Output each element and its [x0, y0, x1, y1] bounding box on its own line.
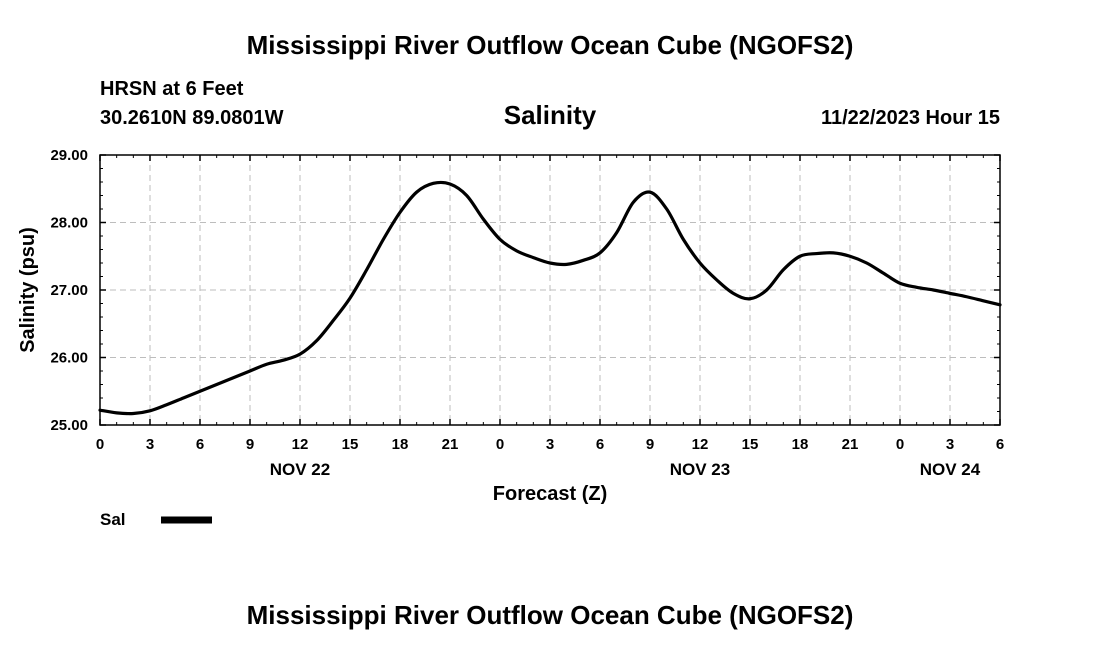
x-tick-label: 0	[496, 436, 504, 453]
legend-label: Sal	[100, 510, 126, 529]
series-line-sal	[98, 180, 1002, 416]
x-tick-labels: 0 3 6 9 12 15 18 21 0 3 6 9 12 15 18 21 0 3 6	[96, 436, 1004, 453]
legend: Sal	[100, 510, 212, 529]
timestamp-label: 11/22/2023 Hour 15	[821, 107, 1000, 129]
x-tick-label: 12	[292, 436, 309, 453]
date-label: NOV 22	[270, 460, 330, 479]
y-tick-labels: 25.00 26.00 27.00 28.00 29.00	[50, 147, 88, 434]
x-tick-label: 9	[246, 436, 254, 453]
y-axis-label: Salinity (psu)	[17, 227, 39, 353]
date-label: NOV 24	[920, 460, 981, 479]
y-tick-label: 25.00	[50, 417, 88, 434]
y-tick-label: 28.00	[50, 215, 88, 232]
variable-title: Salinity	[504, 100, 597, 130]
y-tick-label: 29.00	[50, 147, 88, 164]
x-tick-label: 6	[596, 436, 604, 453]
station-label: HRSN at 6 Feet	[100, 78, 244, 100]
chart-title: Mississippi River Outflow Ocean Cube (NG…	[247, 30, 854, 60]
y-tick-label: 26.00	[50, 350, 88, 367]
plot-frame	[99, 154, 1001, 426]
x-tick-label: 18	[392, 436, 409, 453]
x-tick-label: 18	[792, 436, 809, 453]
date-label: NOV 23	[670, 460, 730, 479]
footer-title: Mississippi River Outflow Ocean Cube (NG…	[247, 600, 854, 630]
date-labels: NOV 22 NOV 23 NOV 24	[270, 460, 981, 479]
y-tick-label: 27.00	[50, 282, 88, 299]
x-tick-label: 0	[96, 436, 104, 453]
grid-lines	[100, 155, 1000, 425]
x-tick-label: 21	[842, 436, 859, 453]
x-tick-label: 3	[546, 436, 554, 453]
x-tick-label: 15	[742, 436, 759, 453]
x-axis-label: Forecast (Z)	[493, 483, 607, 505]
x-tick-label: 6	[196, 436, 204, 453]
x-tick-label: 6	[996, 436, 1004, 453]
series-layer	[98, 180, 1002, 416]
x-tick-label: 9	[646, 436, 654, 453]
location-label: 30.2610N 89.0801W	[100, 107, 284, 129]
x-tick-label: 15	[342, 436, 359, 453]
x-tick-label: 0	[896, 436, 904, 453]
x-tick-label: 12	[692, 436, 709, 453]
x-tick-label: 21	[442, 436, 459, 453]
x-tick-label: 3	[146, 436, 154, 453]
x-tick-label: 3	[946, 436, 954, 453]
